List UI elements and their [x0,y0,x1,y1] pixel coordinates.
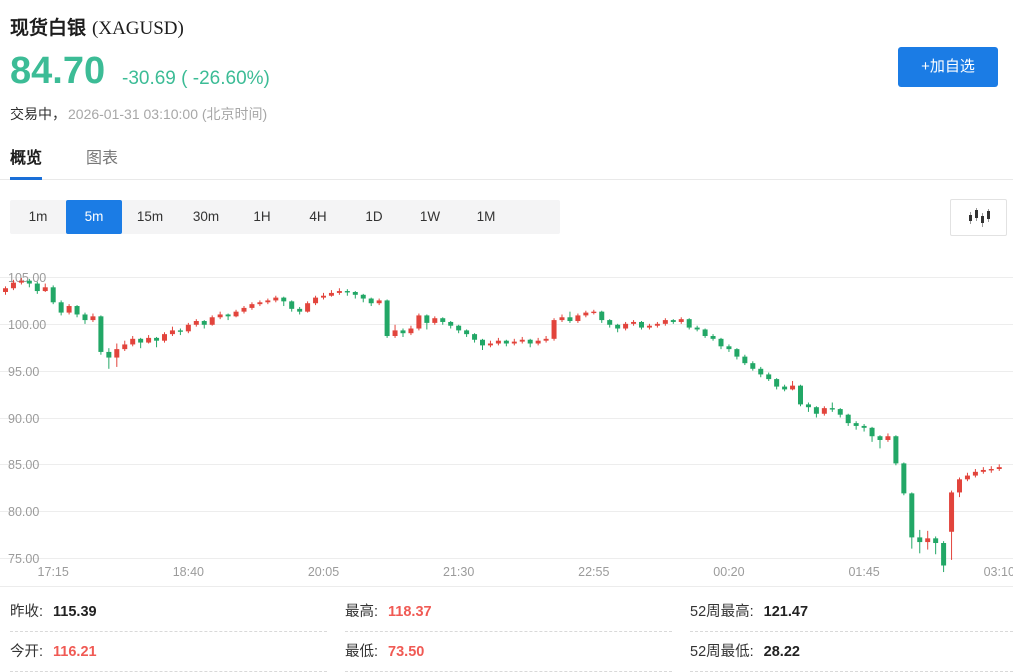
svg-text:18:40: 18:40 [173,565,204,579]
market-status: 交易中， [10,106,66,122]
svg-text:00:20: 00:20 [713,565,744,579]
tab-overview[interactable]: 概览 [10,146,43,180]
svg-text:01:45: 01:45 [848,565,879,579]
stat-value: 28.22 [763,644,800,660]
svg-text:03:10: 03:10 [984,565,1013,579]
price-change: -30.69 ( -26.60%) [122,68,270,90]
tab-bar: 概览 图表 [0,146,1013,180]
interval-1H[interactable]: 1H [253,209,271,224]
candlestick-chart-icon [968,207,990,227]
interval-15m[interactable]: 15m [136,209,164,224]
page-title: 现货白银 (XAGUSD) [10,13,184,40]
svg-text:80.00: 80.00 [8,505,39,519]
add-watchlist-button[interactable]: +加自选 [898,47,998,87]
instrument-name: 现货白银 [10,18,87,39]
stat-52w-high: 52周最高: 121.47 [690,592,1013,632]
svg-text:105.00: 105.00 [8,271,46,285]
quote-timestamp: 2026-01-31 03:10:00 (北京时间) [68,106,268,122]
stat-label: 昨收: [10,604,44,620]
stat-open: 今开: 116.21 [10,632,327,672]
interval-1M[interactable]: 1M [476,209,496,224]
svg-text:90.00: 90.00 [8,412,39,426]
tab-chart[interactable]: 图表 [86,150,119,167]
interval-1D[interactable]: 1D [365,209,383,224]
svg-text:20:05: 20:05 [308,565,339,579]
svg-text:21:30: 21:30 [443,565,474,579]
last-price: 84.70 [10,50,106,92]
stat-label: 最低: [345,644,379,660]
svg-text:17:15: 17:15 [38,565,69,579]
stat-label: 最高: [345,604,379,620]
stat-label: 52周最高: [690,604,754,620]
interval-selector: 1m 5m 15m 30m 1H 4H 1D 1W 1M [10,200,560,234]
interval-1m[interactable]: 1m [28,209,48,224]
change-amount: -30.69 [122,68,176,89]
stat-value: 116.21 [53,644,97,660]
svg-text:75.00: 75.00 [8,552,39,566]
interval-30m[interactable]: 30m [192,209,220,224]
interval-1W[interactable]: 1W [419,209,441,224]
stat-high: 最高: 118.37 [345,592,672,632]
stat-low: 最低: 73.50 [345,632,672,672]
svg-text:95.00: 95.00 [8,365,39,379]
stat-column: 昨收: 115.39 今开: 116.21 [0,592,327,672]
chart-style-button[interactable] [950,199,1007,236]
interval-5m[interactable]: 5m [66,200,122,234]
chart-bottom-divider [0,586,1013,587]
svg-text:22:55: 22:55 [578,565,609,579]
stat-column: 52周最高: 121.47 52周最低: 28.22 [690,592,1013,672]
stat-label: 52周最低: [690,644,754,660]
change-percent: ( -26.60%) [181,68,270,89]
stat-value: 115.39 [53,604,97,620]
interval-4H[interactable]: 4H [309,209,327,224]
stat-52w-low: 52周最低: 28.22 [690,632,1013,672]
instrument-symbol: (XAGUSD) [92,18,184,39]
svg-text:100.00: 100.00 [8,318,46,332]
stat-value: 73.50 [388,644,425,660]
svg-text:85.00: 85.00 [8,458,39,472]
candlestick-chart[interactable]: 105.00 100.00 95.00 90.00 85.00 80.00 75.00 17:… [0,265,1013,586]
stat-value: 118.37 [388,604,432,620]
stat-column: 最高: 118.37 最低: 73.50 [345,592,672,672]
stat-value: 121.47 [763,604,809,620]
stat-label: 今开: [10,644,44,660]
market-status-row: 交易中， 2026-01-31 03:10:00 (北京时间) [10,104,267,124]
stat-prev-close: 昨收: 115.39 [10,592,327,632]
